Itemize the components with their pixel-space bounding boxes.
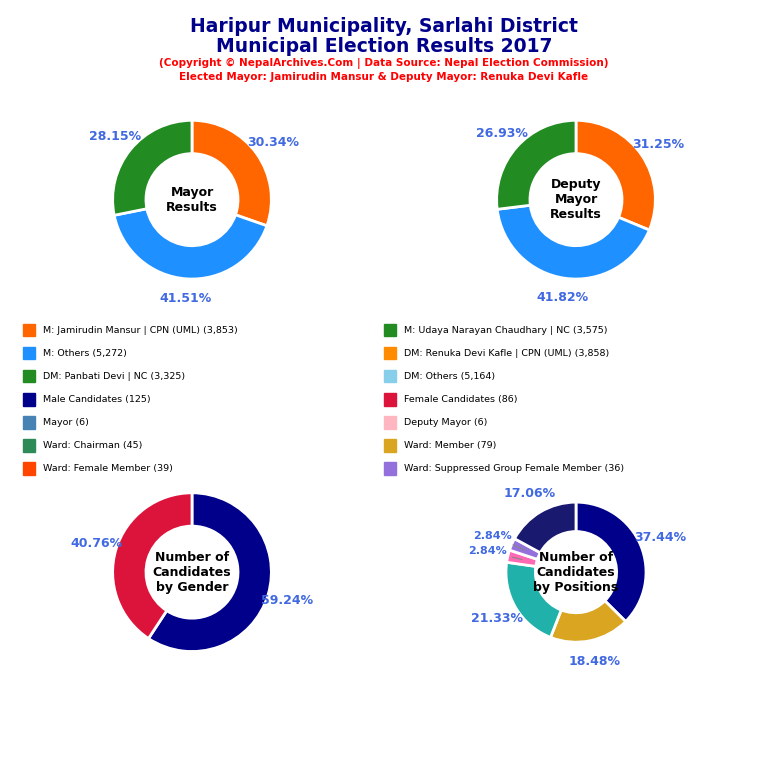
Wedge shape [507,550,538,567]
Wedge shape [515,502,576,553]
Text: Mayor
Results: Mayor Results [166,186,218,214]
Wedge shape [497,121,576,210]
Wedge shape [148,493,271,651]
Text: Deputy
Mayor
Results: Deputy Mayor Results [550,178,602,221]
Text: Ward: Member (79): Ward: Member (79) [404,441,496,450]
Wedge shape [114,209,267,279]
Text: Mayor (6): Mayor (6) [43,418,89,427]
Text: Female Candidates (86): Female Candidates (86) [404,395,518,404]
Wedge shape [576,121,655,230]
Wedge shape [551,601,626,642]
Wedge shape [506,562,561,637]
Text: Haripur Municipality, Sarlahi District: Haripur Municipality, Sarlahi District [190,17,578,36]
Text: 37.44%: 37.44% [634,531,686,544]
Text: Ward: Chairman (45): Ward: Chairman (45) [43,441,142,450]
Text: 59.24%: 59.24% [261,594,313,607]
Text: 2.84%: 2.84% [468,546,522,560]
Text: 31.25%: 31.25% [632,138,684,151]
Wedge shape [576,502,646,621]
Text: M: Others (5,272): M: Others (5,272) [43,349,127,358]
Wedge shape [509,538,541,559]
Text: Number of
Candidates
by Gender: Number of Candidates by Gender [153,551,231,594]
Wedge shape [192,121,271,226]
Text: 18.48%: 18.48% [569,654,621,667]
Text: 21.33%: 21.33% [472,611,524,624]
Text: M: Jamirudin Mansur | CPN (UML) (3,853): M: Jamirudin Mansur | CPN (UML) (3,853) [43,326,238,335]
Text: DM: Panbati Devi | NC (3,325): DM: Panbati Devi | NC (3,325) [43,372,185,381]
Text: 2.84%: 2.84% [473,531,525,550]
Text: Ward: Female Member (39): Ward: Female Member (39) [43,464,173,473]
Text: 41.82%: 41.82% [537,292,588,304]
Text: 17.06%: 17.06% [503,488,555,501]
Text: DM: Others (5,164): DM: Others (5,164) [404,372,495,381]
Text: 26.93%: 26.93% [476,127,528,141]
Wedge shape [113,121,192,215]
Text: DM: Renuka Devi Kafle | CPN (UML) (3,858): DM: Renuka Devi Kafle | CPN (UML) (3,858… [404,349,609,358]
Text: 40.76%: 40.76% [71,538,123,550]
Text: 41.51%: 41.51% [159,292,211,305]
Text: Elected Mayor: Jamirudin Mansur & Deputy Mayor: Renuka Devi Kafle: Elected Mayor: Jamirudin Mansur & Deputy… [180,72,588,82]
Text: 28.15%: 28.15% [89,131,141,144]
Text: 30.34%: 30.34% [247,136,299,149]
Text: (Copyright © NepalArchives.Com | Data Source: Nepal Election Commission): (Copyright © NepalArchives.Com | Data So… [159,58,609,69]
Wedge shape [497,205,649,279]
Text: Number of
Candidates
by Positions: Number of Candidates by Positions [533,551,619,594]
Text: Male Candidates (125): Male Candidates (125) [43,395,151,404]
Text: M: Udaya Narayan Chaudhary | NC (3,575): M: Udaya Narayan Chaudhary | NC (3,575) [404,326,607,335]
Text: Ward: Suppressed Group Female Member (36): Ward: Suppressed Group Female Member (36… [404,464,624,473]
Wedge shape [113,493,192,638]
Text: Deputy Mayor (6): Deputy Mayor (6) [404,418,488,427]
Text: Municipal Election Results 2017: Municipal Election Results 2017 [216,37,552,56]
